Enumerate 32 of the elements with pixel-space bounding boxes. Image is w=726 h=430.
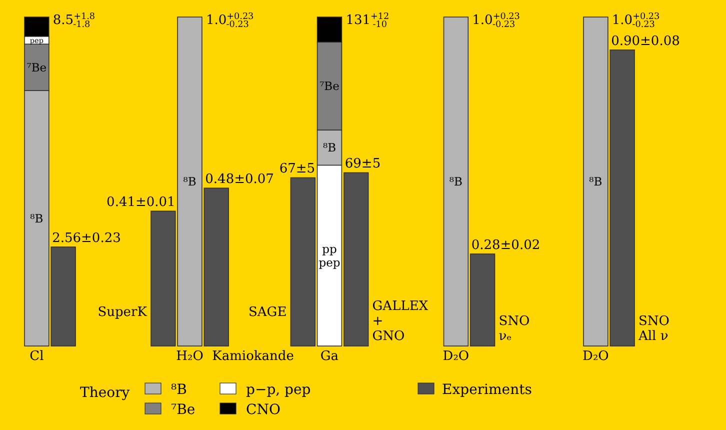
data-label: 0.41±0.01 xyxy=(106,195,176,210)
data-label: 0.90±0.08 xyxy=(611,34,680,49)
x-tick-label: D₂O xyxy=(442,349,470,364)
data-label: 0.48±0.07 xyxy=(205,172,274,188)
series-label: GALLEX + GNO xyxy=(372,299,429,344)
series-label: SAGE xyxy=(248,305,287,320)
legend-label: p−p, pep xyxy=(246,382,311,398)
legend-label: CNO xyxy=(246,402,280,418)
legend-label: ⁸B xyxy=(171,382,187,398)
x-tick-label: Ga xyxy=(320,349,339,364)
x-tick-label: H₂O xyxy=(176,349,204,364)
x-tick-label: Cl xyxy=(30,349,44,364)
legend-label: Experiments xyxy=(442,382,532,398)
x-tick-label: D₂O xyxy=(582,349,609,364)
series-label: ⁸B xyxy=(589,174,602,189)
data-label: 0.28±0.02 xyxy=(471,238,540,253)
series-label: pp pep xyxy=(318,242,340,270)
series-label: ⁸B xyxy=(449,174,462,189)
data-label: 67±5 xyxy=(279,162,316,177)
series-label: ⁸B xyxy=(183,174,196,189)
series-label: SNO All ν xyxy=(638,314,670,344)
legend-label: ⁷Be xyxy=(171,402,196,418)
data-label: ⁷Be xyxy=(26,60,47,74)
data-label: 69±5 xyxy=(344,156,381,172)
data-label: ⁸B xyxy=(30,211,44,226)
series-label: Kamiokande xyxy=(212,349,294,364)
series-label: SuperK xyxy=(98,305,148,320)
series-label: ⁷Be xyxy=(320,79,340,94)
series-label: SNO νₑ xyxy=(498,314,530,344)
data-label: 2.56±0.23 xyxy=(52,230,121,246)
legend-title: Theory xyxy=(80,385,130,401)
series-label: ⁸B xyxy=(322,140,336,155)
